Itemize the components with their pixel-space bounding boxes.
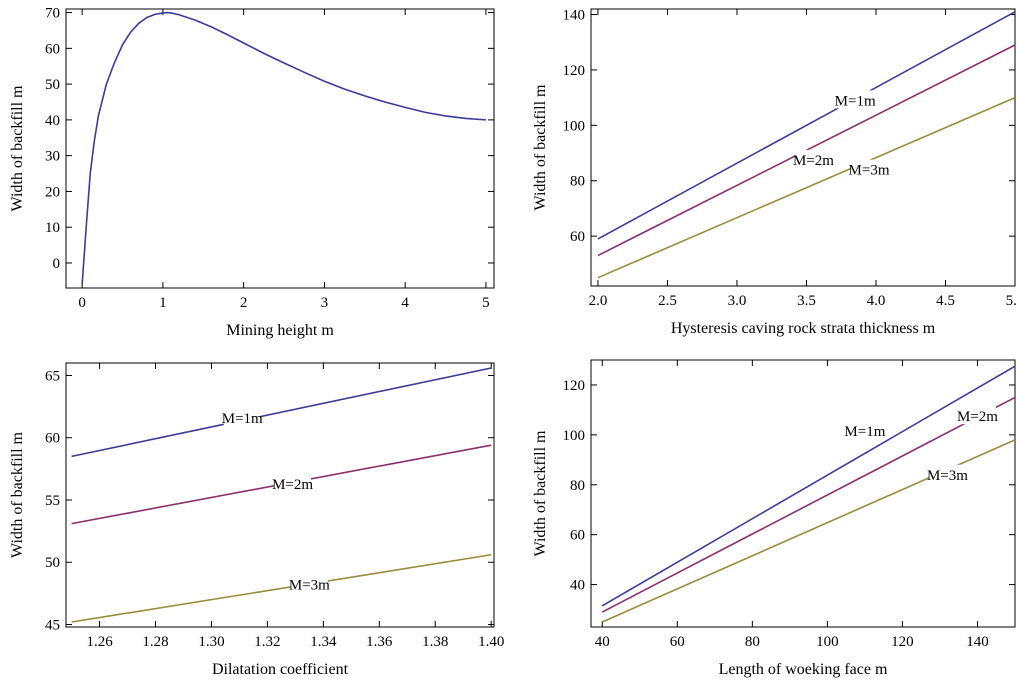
series-label-bg	[959, 406, 996, 425]
x-tick-label: 5.0	[1006, 293, 1017, 309]
y-tick-label: 100	[563, 118, 586, 134]
x-tick-label: 3	[321, 295, 329, 311]
plot-frame	[65, 362, 495, 628]
x-tick-label: 3.5	[797, 293, 816, 309]
series-label: M=2m	[272, 477, 313, 493]
x-tick-label: 3.0	[728, 293, 747, 309]
series-line-1	[71, 367, 492, 458]
series-label-bg	[274, 473, 311, 492]
x-tick-label: 100	[816, 634, 839, 650]
y-tick-label: 120	[563, 378, 586, 394]
series-label-bg	[836, 90, 874, 109]
x-tick-label: 1.34	[310, 634, 337, 650]
series-label-bg	[795, 149, 832, 168]
x-tick-label: 2.5	[658, 293, 677, 309]
series-label-bg	[846, 421, 884, 440]
y-tick-label: 40	[570, 578, 585, 594]
x-tick-label: 1.38	[422, 634, 448, 650]
x-tick-label: 1	[159, 295, 167, 311]
series-label-bg	[290, 574, 328, 593]
series-line-1	[597, 11, 1016, 240]
chart-panel-2: 2.0 2.5 3.0 3.5 4.0 4.5 5.0 60 80 100 120 140 Hyster…	[532, 8, 1017, 337]
x-tick-label: 1.28	[142, 634, 168, 650]
series-line-3	[597, 96, 1016, 279]
y-axis-label: Width of backfill m	[9, 85, 26, 212]
series-line-2	[601, 396, 1016, 613]
y-tick-label: 70	[45, 6, 60, 22]
y-tick-label: 60	[570, 229, 585, 245]
x-axis-label: Length of woeking face m	[719, 661, 888, 678]
x-tick-label: 4	[401, 295, 409, 311]
x-tick-label: 120	[891, 634, 914, 650]
x-tick-label: 1.40	[478, 634, 504, 650]
series-line-3	[71, 553, 492, 623]
y-tick-label: 0	[53, 256, 61, 272]
y-tick-label: 10	[45, 220, 60, 236]
x-tick-label: 1.30	[198, 634, 224, 650]
y-tick-label: 65	[45, 368, 60, 384]
x-axis-label: Mining height m	[226, 322, 334, 339]
series-label: M=1m	[844, 424, 885, 440]
y-tick-label: 120	[563, 63, 586, 79]
x-tick-label: 1.26	[86, 634, 113, 650]
series-label: M=2m	[793, 153, 834, 169]
y-tick-label: 50	[45, 555, 60, 571]
x-tick-label: 1.32	[254, 634, 280, 650]
y-tick-label: 140	[563, 8, 586, 24]
plot-frame	[65, 8, 495, 289]
series-label-bg	[850, 159, 888, 178]
series-label: M=2m	[957, 409, 998, 425]
series-label: M=1m	[222, 411, 263, 427]
x-tick-label: 0	[78, 295, 86, 311]
y-tick-label: 40	[45, 113, 60, 129]
y-tick-label: 60	[570, 528, 585, 544]
y-tick-label: 80	[570, 478, 585, 494]
series-label: M=3m	[289, 578, 330, 594]
y-tick-label: 100	[563, 428, 586, 444]
x-tick-label: 2.0	[589, 293, 608, 309]
y-tick-label: 80	[570, 174, 585, 190]
y-tick-label: 60	[45, 431, 60, 447]
plot-frame	[590, 8, 1016, 287]
series-label-bg	[929, 464, 966, 483]
series-label: M=1m	[835, 93, 876, 109]
series-line-1	[601, 365, 1016, 607]
y-tick-label: 50	[45, 77, 60, 93]
series-label: M=3m	[849, 163, 890, 179]
x-tick-label: 60	[670, 634, 685, 650]
y-tick-label: 30	[45, 149, 60, 165]
series-line-1	[81, 11, 486, 285]
x-tick-label: 4.0	[867, 293, 886, 309]
x-tick-label: 40	[595, 634, 610, 650]
x-tick-label: 80	[745, 634, 760, 650]
x-tick-label: 1.36	[366, 634, 393, 650]
y-axis-label: Width of backfill m	[532, 84, 549, 211]
y-axis-label: Width of backfill m	[532, 430, 549, 557]
y-tick-label: 60	[45, 41, 60, 57]
x-tick-label: 4.5	[936, 293, 955, 309]
x-tick-label: 5	[482, 295, 490, 311]
x-tick-label: 140	[966, 634, 989, 650]
y-tick-label: 55	[45, 493, 60, 509]
y-tick-label: 45	[45, 618, 60, 634]
plot-frame	[590, 359, 1016, 628]
series-label: M=3m	[927, 468, 968, 484]
y-tick-label: 20	[45, 184, 60, 200]
x-tick-label: 2	[240, 295, 248, 311]
x-axis-label: Hysteresis caving rock strata thickness …	[671, 320, 936, 337]
y-axis-label: Width of backfill m	[9, 431, 26, 558]
series-label-bg	[223, 407, 261, 426]
x-axis-label: Dilatation coefficient	[212, 661, 349, 678]
chart-panel-3: 1.26 1.28 1.30 1.32 1.34 1.36 1.38 1.40 45 50 55 60…	[9, 362, 504, 678]
